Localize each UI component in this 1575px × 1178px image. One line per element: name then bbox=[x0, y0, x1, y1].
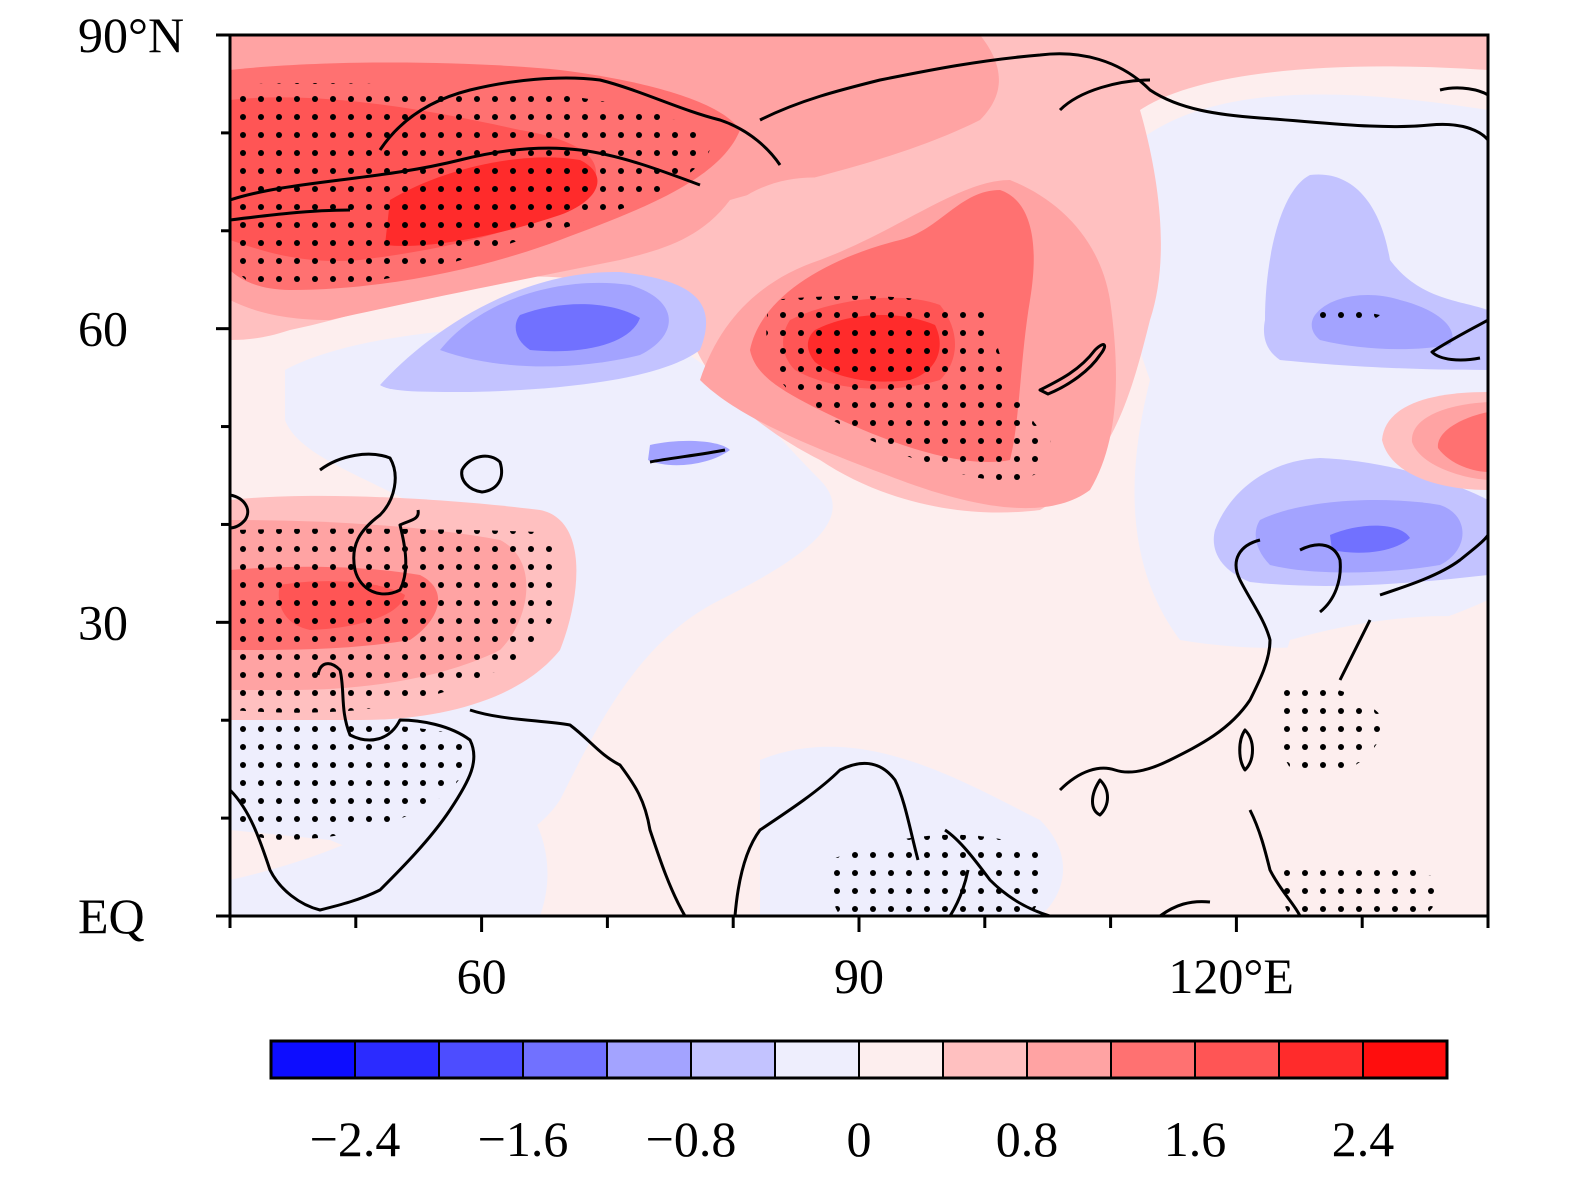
stipple-maritime bbox=[828, 834, 1042, 916]
neutral-negative-zone-sw bbox=[230, 760, 548, 916]
colorbar-label: 2.4 bbox=[1332, 1111, 1395, 1167]
coastline-taiwan-philippines bbox=[1238, 728, 1302, 916]
coastline-arabia bbox=[230, 662, 476, 912]
colorbar-swatch bbox=[1110, 1040, 1196, 1079]
colorbar-label: 0.8 bbox=[996, 1111, 1059, 1167]
significance-stippling bbox=[230, 83, 1440, 916]
colorbar-frame bbox=[269, 1039, 1449, 1080]
map-panel: 90°N 60 30 EQ 60 90 120°E bbox=[78, 7, 1490, 1004]
warm-zone-okhotsk-core bbox=[1437, 412, 1488, 472]
colorbar-swatch bbox=[606, 1040, 692, 1079]
stipple-western-pacific bbox=[1278, 858, 1440, 916]
stipple-caspian bbox=[230, 528, 563, 713]
lat-label: 30 bbox=[78, 594, 128, 650]
colorbar-label: 0 bbox=[847, 1111, 872, 1167]
coastline-korea-japan bbox=[1299, 534, 1488, 681]
colorbar-swatch bbox=[522, 1040, 608, 1079]
coastline-southeast-asia bbox=[944, 538, 1272, 916]
colorbar-swatch bbox=[1278, 1040, 1364, 1079]
colorbar-label: −1.6 bbox=[478, 1111, 569, 1167]
lon-label: 120°E bbox=[1168, 948, 1294, 1004]
coastline-caspian bbox=[319, 452, 420, 596]
map-ticks bbox=[216, 33, 1490, 932]
colorbar-label: −0.8 bbox=[646, 1111, 737, 1167]
lon-label: 90 bbox=[834, 948, 884, 1004]
cool-zone-west-siberia-core bbox=[515, 304, 640, 352]
colorbar-swatch bbox=[858, 1040, 944, 1079]
coastline-black-sea bbox=[230, 493, 250, 530]
stipple-arabia bbox=[230, 720, 468, 840]
coastline-balkhash bbox=[649, 448, 726, 464]
colorbar-swatch bbox=[438, 1040, 524, 1079]
colorbar-label: −2.4 bbox=[310, 1111, 401, 1167]
map-labels: 90°N 60 30 EQ 60 90 120°E bbox=[78, 7, 1294, 1004]
lat-label: 90°N bbox=[78, 7, 184, 63]
colorbar-swatch bbox=[354, 1040, 440, 1079]
coastline-scandinavia bbox=[230, 76, 782, 222]
lat-label: EQ bbox=[78, 888, 145, 944]
contour-field bbox=[230, 35, 1488, 916]
stipple-north bbox=[230, 83, 710, 290]
colorbar-swatch bbox=[270, 1040, 356, 1079]
colorbar-swatch bbox=[774, 1040, 860, 1079]
cool-zone-korea-core bbox=[1330, 525, 1410, 553]
colorbar-labels: −2.4 −1.6 −0.8 0 0.8 1.6 2.4 bbox=[310, 1111, 1395, 1167]
colorbar-swatch bbox=[690, 1040, 776, 1079]
coastline-arctic bbox=[759, 52, 1488, 142]
colorbar-swatch bbox=[1194, 1040, 1280, 1079]
colorbar: −2.4 −1.6 −0.8 0 0.8 1.6 2.4 bbox=[269, 1039, 1449, 1167]
colorbar-label: 1.6 bbox=[1164, 1111, 1227, 1167]
coastline-borneo-sumatra bbox=[948, 869, 1211, 916]
warm-light-north-east bbox=[739, 177, 886, 250]
colorbar-swatch bbox=[942, 1040, 1028, 1079]
stipple-philippine-sea bbox=[1276, 686, 1385, 780]
coastlines bbox=[230, 52, 1488, 916]
cool-zone-northeast-asia-core bbox=[1311, 295, 1453, 350]
lon-label: 60 bbox=[457, 948, 507, 1004]
coastline-south-asia bbox=[469, 708, 687, 916]
coastline-okhotsk bbox=[1038, 343, 1107, 396]
coastline-aral bbox=[460, 454, 504, 494]
coastline-kamchatka bbox=[1430, 318, 1488, 362]
stipple-northeast-asia bbox=[1320, 310, 1380, 325]
lat-label: 60 bbox=[78, 301, 128, 357]
stipple-central-siberia bbox=[766, 295, 1051, 481]
colorbar-swatch bbox=[1362, 1040, 1448, 1079]
coastline-india-east bbox=[733, 761, 920, 916]
colorbar-boxes bbox=[269, 1039, 1449, 1080]
colorbar-swatch bbox=[1026, 1040, 1112, 1079]
